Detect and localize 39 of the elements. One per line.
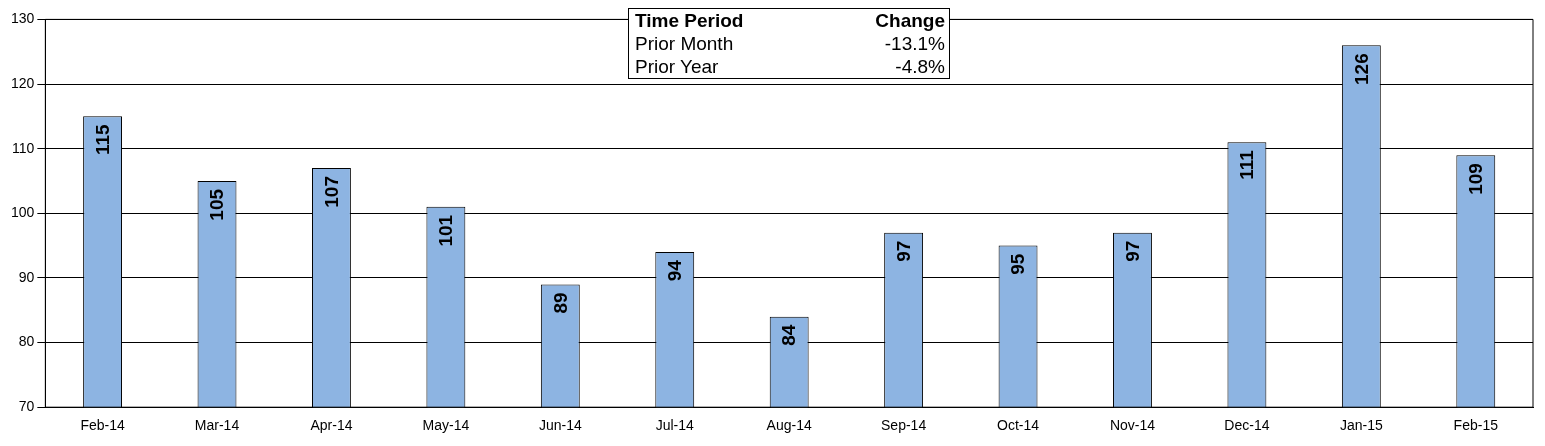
data-label: 115	[91, 123, 113, 155]
data-label: 97	[1121, 240, 1143, 262]
annotation: -13.1%	[883, 32, 946, 55]
y-tick-label: 130	[11, 10, 35, 27]
data-label: 126	[1350, 53, 1372, 85]
x-tick-label: Dec-14	[1224, 417, 1270, 434]
data-label: 95	[1007, 253, 1029, 275]
data-label: 89	[549, 292, 571, 314]
annotation: Prior Month	[634, 32, 735, 55]
x-tick-label: Apr-14	[310, 417, 353, 434]
data-label: 109	[1465, 163, 1487, 195]
x-tick-label: Feb-15	[1453, 417, 1499, 434]
annotation: Change	[874, 9, 946, 32]
annotation: Prior Year	[634, 55, 720, 79]
x-tick-label: Jun-14	[538, 417, 582, 434]
data-label: 97	[892, 240, 914, 262]
data-label: 107	[320, 176, 342, 208]
data-label: 84	[778, 324, 800, 346]
x-tick-label: Nov-14	[1109, 417, 1156, 434]
data-label: 94	[663, 259, 685, 282]
y-tick-label: 90	[18, 268, 35, 285]
x-tick-label: May-14	[422, 417, 470, 434]
data-label: 111	[1236, 149, 1258, 180]
x-tick-label: Mar-14	[194, 417, 240, 434]
x-tick-label: Oct-14	[997, 417, 1040, 434]
y-tick-label: 120	[11, 74, 35, 91]
annotation: Time Period	[634, 9, 745, 32]
y-tick-label: 80	[18, 333, 35, 350]
y-tick-label: 100	[11, 204, 35, 221]
y-tick-label: 70	[18, 398, 35, 415]
x-tick-label: Sep-14	[881, 417, 927, 434]
x-tick-label: Jul-14	[655, 417, 695, 434]
y-tick-label: 110	[12, 139, 35, 156]
data-label: 101	[435, 214, 457, 247]
annotation: -4.8%	[894, 55, 946, 79]
x-tick-label: Feb-14	[80, 417, 125, 434]
data-label: 105	[206, 188, 228, 221]
x-tick-label: Aug-14	[766, 417, 812, 434]
x-tick-label: Jan-15	[1339, 417, 1383, 434]
